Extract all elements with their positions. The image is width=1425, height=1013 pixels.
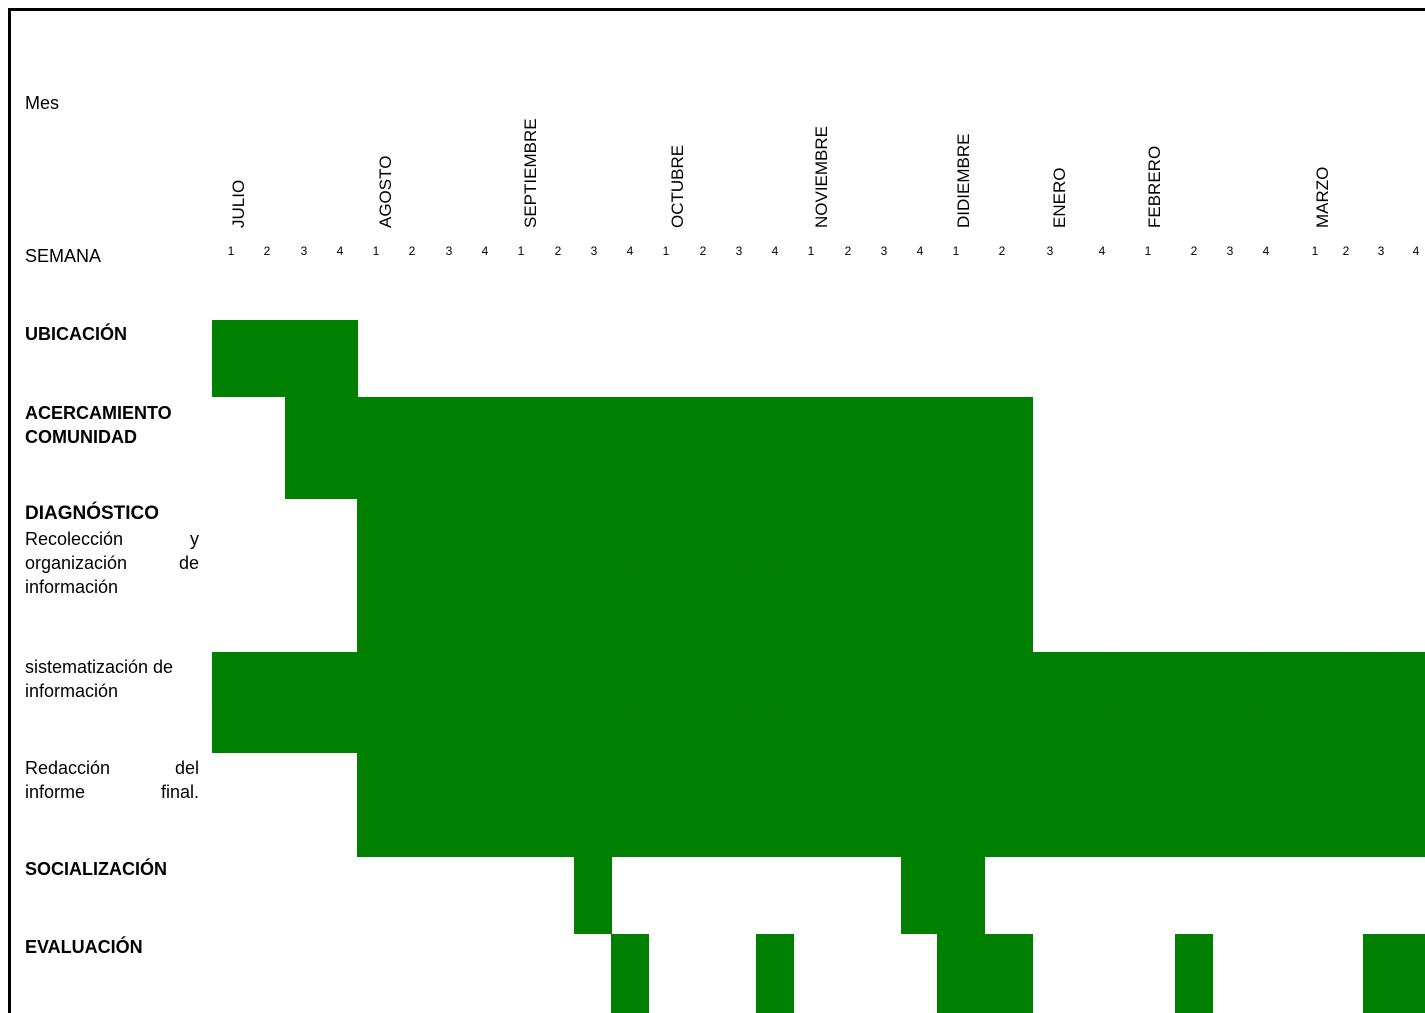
activity-title: SOCIALIZACIÓN (25, 859, 167, 879)
activity-description: Recolección y organización de informació… (25, 529, 199, 597)
week-number: 3 (735, 244, 743, 258)
week-number: 3 (445, 244, 453, 258)
cell-seam (481, 397, 482, 807)
gantt-bar (285, 397, 1033, 499)
week-number: 4 (771, 244, 779, 258)
week-number: 3 (1377, 244, 1385, 258)
week-number: 2 (699, 244, 707, 258)
week-number: 4 (1098, 244, 1106, 258)
month-label: OCTUBRE (668, 144, 687, 228)
week-number: 4 (626, 244, 634, 258)
gantt-bar (1175, 934, 1213, 1013)
week-number: 4 (916, 244, 924, 258)
week-number: 2 (554, 244, 562, 258)
gantt-bar (756, 934, 794, 1013)
gantt-bar (357, 753, 1425, 857)
cell-seam (1114, 652, 1115, 807)
gantt-bar (357, 499, 1033, 652)
semana-label: SEMANA (25, 246, 102, 266)
gantt-bar (574, 857, 612, 934)
month-label: SEPTIEMBRE (521, 118, 540, 228)
cell-seam (345, 397, 346, 467)
activity-title: EVALUACIÓN (25, 937, 143, 957)
week-number: 1 (372, 244, 380, 258)
cell-seam (1380, 652, 1381, 807)
week-number: 2 (1342, 244, 1350, 258)
week-number: 3 (1046, 244, 1054, 258)
week-number: 4 (1412, 244, 1420, 258)
week-number: 3 (300, 244, 308, 258)
month-label: DIDIEMBRE (954, 133, 973, 228)
gantt-bar (611, 934, 649, 1013)
cell-seam (627, 397, 628, 807)
month-label: AGOSTO (376, 155, 395, 228)
cell-seam (743, 397, 744, 807)
week-number: 1 (952, 244, 960, 258)
mes-label: Mes (25, 93, 60, 113)
month-label: JULIO (229, 179, 248, 228)
week-number: 3 (880, 244, 888, 258)
cell-seam (228, 652, 229, 720)
activity-title: ACERCAMIENTO COMUNIDAD (25, 403, 172, 447)
week-number: 4 (1262, 244, 1270, 258)
month-label: FEBRERO (1145, 145, 1164, 228)
cell-seam (771, 397, 772, 807)
week-number: 1 (517, 244, 525, 258)
cell-seam (212, 718, 1425, 719)
week-number: 3 (590, 244, 598, 258)
activity-description: sistematización de información (25, 657, 174, 701)
gantt-bar (212, 652, 1425, 753)
cell-seam (1263, 652, 1264, 807)
cell-seam (345, 320, 346, 397)
week-number: 2 (263, 244, 271, 258)
activity-title: DIAGNÓSTICO (25, 503, 160, 524)
week-number: 2 (1190, 244, 1198, 258)
week-number: 4 (336, 244, 344, 258)
week-number: 2 (408, 244, 416, 258)
activity-title: UBICACIÓN (25, 324, 127, 344)
gantt-bar (901, 857, 985, 934)
week-number: 1 (1311, 244, 1319, 258)
week-number: 2 (998, 244, 1006, 258)
week-number: 1 (662, 244, 670, 258)
week-number: 2 (844, 244, 852, 258)
week-number: 3 (1226, 244, 1234, 258)
cell-seam (357, 566, 1033, 567)
month-label: NOVIEMBRE (812, 125, 831, 228)
week-number: 1 (1144, 244, 1152, 258)
month-label: ENERO (1050, 167, 1069, 228)
cell-seam (228, 320, 229, 397)
week-number: 4 (481, 244, 489, 258)
gantt-frame (8, 8, 1425, 1013)
gantt-bar (1363, 934, 1425, 1013)
cell-seam (1352, 652, 1353, 807)
gantt-bar (937, 934, 1033, 1013)
gantt-bar (212, 320, 358, 397)
month-label: MARZO (1313, 166, 1332, 228)
cell-seam (888, 397, 889, 807)
week-number: 1 (807, 244, 815, 258)
week-number: 1 (227, 244, 235, 258)
activity-description: Redacción del informe final. (25, 758, 199, 802)
